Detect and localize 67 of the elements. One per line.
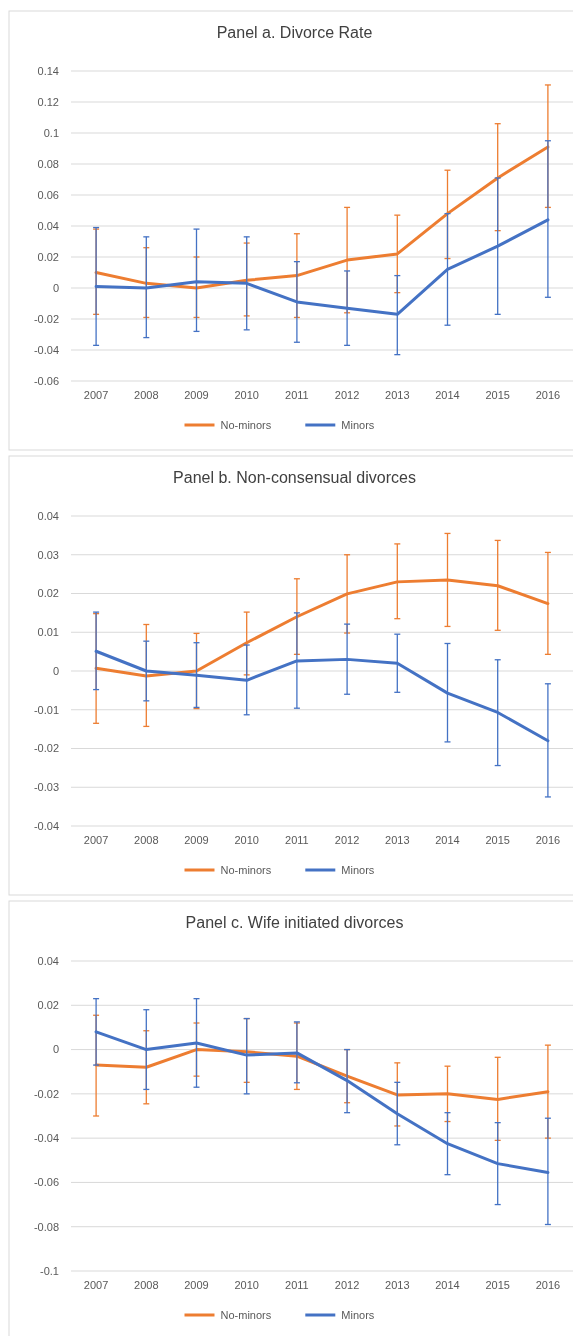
x-tick-label: 2016	[535, 389, 561, 401]
x-tick-label: 2016	[535, 834, 561, 846]
x-tick-label: 2010	[234, 834, 259, 846]
x-tick-label: 2012	[334, 834, 360, 846]
x-tick-label: 2007	[83, 1279, 109, 1291]
y-tick-label: 0.06	[37, 188, 59, 201]
y-tick-label: 0	[52, 664, 59, 677]
x-tick-label: 2014	[435, 834, 460, 846]
y-tick-label: -0.02	[33, 742, 59, 755]
legend-label: No-minors	[220, 418, 272, 431]
x-tick-label: 2011	[285, 389, 309, 401]
x-tick-label: 2010	[234, 1279, 259, 1291]
x-tick-label: 2009	[184, 1279, 209, 1291]
x-tick-label: 2008	[134, 834, 159, 846]
y-tick-label: 0.02	[37, 999, 59, 1012]
y-tick-label: -0.1	[40, 1264, 59, 1277]
chart-title: Panel c. Wife initiated divorces	[185, 914, 404, 931]
x-tick-label: 2008	[134, 389, 159, 401]
x-tick-label: 2015	[485, 389, 510, 401]
x-tick-label: 2008	[134, 1279, 159, 1291]
chart-title: Panel a. Divorce Rate	[216, 24, 373, 41]
x-tick-label: 2013	[385, 1279, 410, 1291]
y-tick-label: 0.02	[37, 587, 59, 600]
y-tick-label: 0.01	[37, 626, 59, 639]
y-tick-label: 0	[52, 1043, 59, 1056]
legend-label: Minors	[341, 1308, 375, 1321]
x-tick-label: 2011	[285, 1279, 309, 1291]
y-tick-label: -0.02	[33, 312, 59, 325]
y-tick-label: 0.02	[37, 250, 59, 263]
x-tick-label: 2007	[83, 389, 109, 401]
x-tick-label: 2016	[535, 1279, 561, 1291]
x-tick-label: 2010	[234, 389, 259, 401]
x-tick-label: 2012	[334, 1279, 360, 1291]
y-tick-label: 0.14	[37, 64, 59, 77]
x-tick-label: 2015	[485, 1279, 510, 1291]
chart-title: Panel b. Non-consensual divorces	[173, 469, 416, 486]
y-tick-label: -0.08	[33, 1220, 59, 1233]
y-tick-label: 0.12	[37, 95, 59, 108]
x-tick-label: 2013	[385, 389, 410, 401]
x-tick-label: 2011	[285, 834, 309, 846]
y-tick-label: -0.06	[33, 1176, 59, 1189]
x-tick-label: 2013	[385, 834, 410, 846]
y-tick-label: -0.04	[33, 343, 59, 356]
x-tick-label: 2009	[184, 834, 209, 846]
y-tick-label: -0.01	[33, 703, 59, 716]
legend-label: Minors	[341, 418, 375, 431]
x-tick-label: 2014	[435, 389, 460, 401]
legend-label: Minors	[341, 863, 375, 876]
x-tick-label: 2009	[184, 389, 209, 401]
x-tick-label: 2007	[83, 834, 109, 846]
y-tick-label: -0.03	[33, 781, 59, 794]
y-tick-label: 0.04	[37, 509, 59, 522]
y-tick-label: 0.1	[43, 126, 59, 139]
x-tick-label: 2012	[334, 389, 360, 401]
legend-label: No-minors	[220, 1308, 272, 1321]
y-tick-label: 0.04	[37, 219, 59, 232]
x-tick-label: 2014	[435, 1279, 460, 1291]
legend-label: No-minors	[220, 863, 272, 876]
y-tick-label: 0.04	[37, 954, 59, 967]
y-tick-label: 0.08	[37, 157, 59, 170]
y-tick-label: -0.06	[33, 374, 59, 387]
x-tick-label: 2015	[485, 834, 510, 846]
y-tick-label: -0.02	[33, 1087, 59, 1100]
y-tick-label: 0.03	[37, 548, 59, 561]
y-tick-label: -0.04	[33, 819, 59, 832]
y-tick-label: 0	[52, 281, 59, 294]
y-tick-label: -0.04	[33, 1131, 59, 1144]
